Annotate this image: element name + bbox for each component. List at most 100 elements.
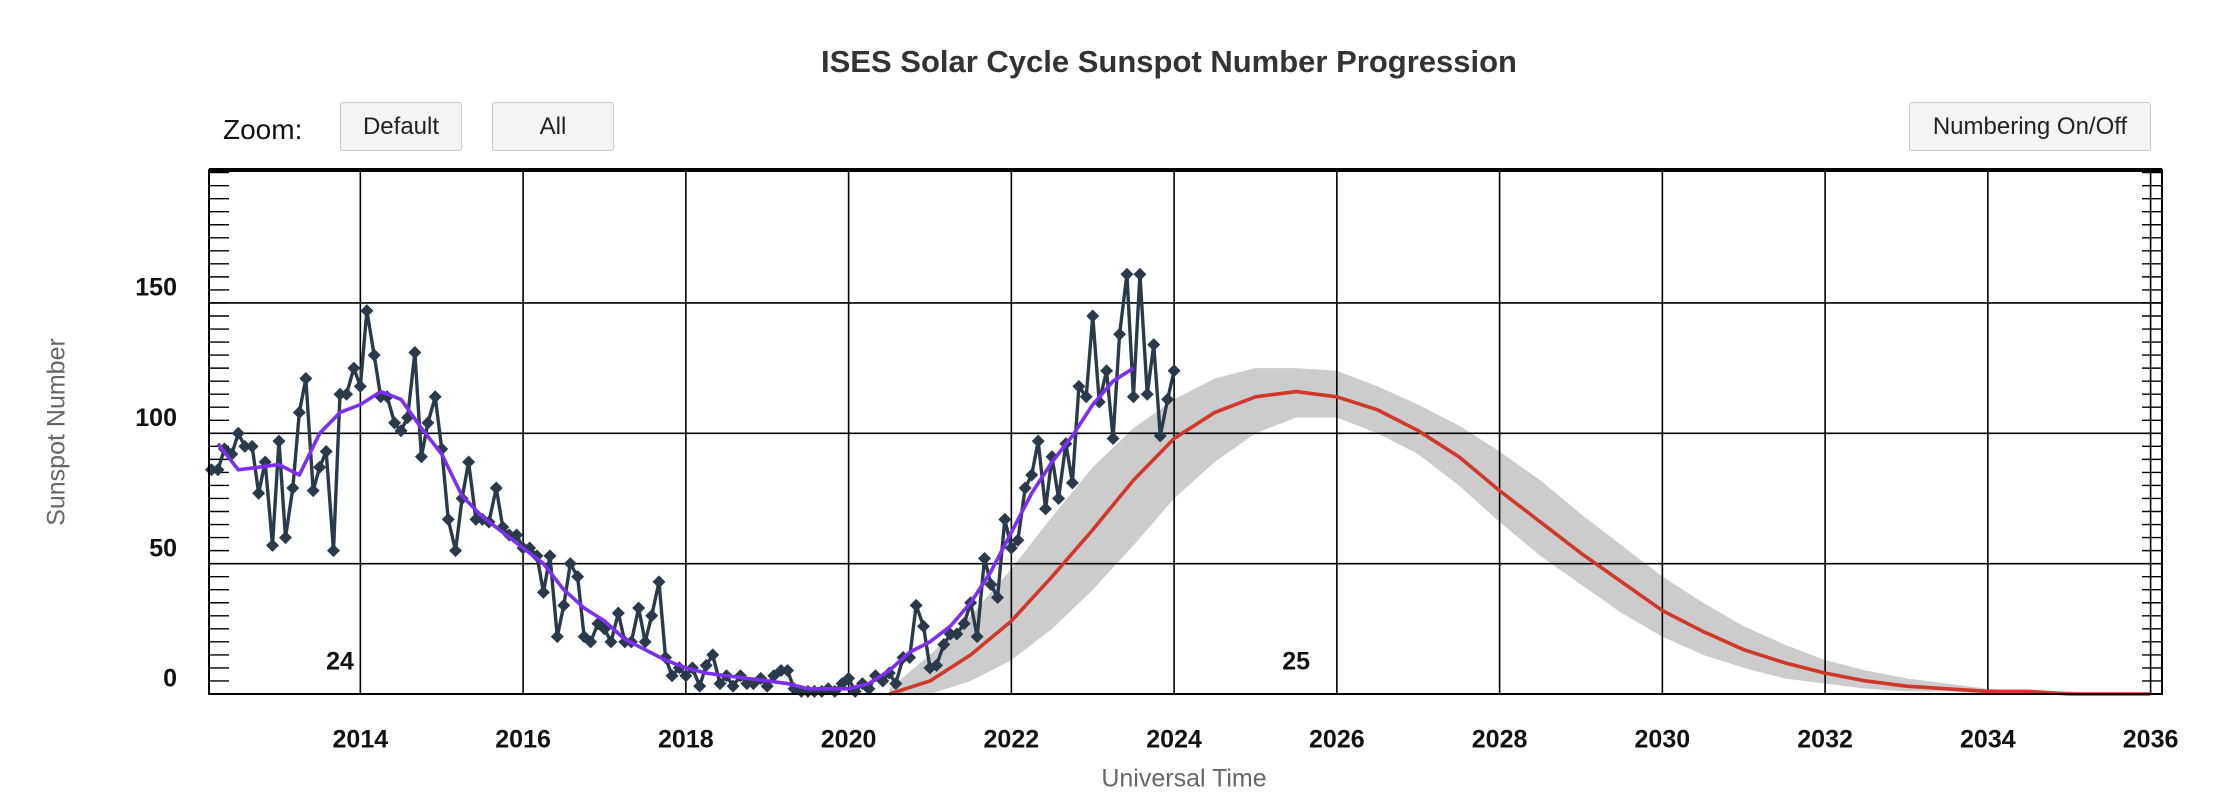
prediction-band xyxy=(889,368,2151,694)
x-tick-label: 2024 xyxy=(1146,726,1202,754)
data-point xyxy=(1079,390,1093,404)
data-point xyxy=(360,304,374,318)
data-point xyxy=(1106,432,1120,446)
data-point xyxy=(1100,364,1114,378)
data-point xyxy=(713,677,727,691)
y-axis-title: Sunspot Number xyxy=(43,338,71,526)
x-tick-label: 2032 xyxy=(1797,726,1853,754)
data-point xyxy=(252,486,266,500)
data-point xyxy=(1086,309,1100,323)
data-point xyxy=(292,405,306,419)
x-tick-label: 2036 xyxy=(2123,726,2179,754)
series-line xyxy=(216,366,1135,691)
data-point xyxy=(1052,491,1066,505)
data-point xyxy=(231,426,245,440)
data-point xyxy=(286,481,300,495)
data-point xyxy=(1140,387,1154,401)
zoom-all-button[interactable]: All xyxy=(492,102,614,151)
data-point xyxy=(978,551,992,565)
data-point xyxy=(1153,429,1167,443)
data-point xyxy=(1072,379,1086,393)
data-point xyxy=(408,345,422,359)
data-point xyxy=(909,598,923,612)
data-point xyxy=(937,637,951,651)
data-point xyxy=(333,387,347,401)
data-point xyxy=(462,455,476,469)
data-point xyxy=(340,387,354,401)
data-point xyxy=(469,512,483,526)
data-point xyxy=(543,549,557,563)
numbering-toggle-button[interactable]: Numbering On/Off xyxy=(1909,102,2151,151)
data-point xyxy=(272,434,286,448)
data-point xyxy=(1031,434,1045,448)
zoom-default-button[interactable]: Default xyxy=(340,102,462,151)
data-point xyxy=(306,484,320,498)
data-point xyxy=(916,619,930,633)
x-tick-label: 2014 xyxy=(333,726,389,754)
x-tick-label: 2030 xyxy=(1635,726,1691,754)
data-point xyxy=(652,575,666,589)
data-point xyxy=(550,630,564,644)
data-point xyxy=(557,598,571,612)
x-tick-label: 2026 xyxy=(1309,726,1365,754)
series-line xyxy=(888,389,2151,696)
data-point xyxy=(929,658,943,672)
data-point xyxy=(889,677,903,691)
data-point xyxy=(998,512,1012,526)
data-point xyxy=(1167,364,1181,378)
data-point xyxy=(449,544,463,558)
data-point xyxy=(347,361,361,375)
cycle-label: 24 xyxy=(326,647,354,675)
data-point xyxy=(571,570,585,584)
data-point xyxy=(1018,481,1032,495)
data-point xyxy=(1126,390,1140,404)
chart-title: ISES Solar Cycle Sunspot Number Progress… xyxy=(821,44,1517,79)
y-tick-label: 150 xyxy=(135,274,177,302)
data-point xyxy=(679,669,693,683)
y-tick-label: 0 xyxy=(163,665,177,693)
data-point xyxy=(428,390,442,404)
data-point xyxy=(536,585,550,599)
data-point xyxy=(774,664,788,678)
data-point xyxy=(842,671,856,685)
data-point xyxy=(699,658,713,672)
data-point xyxy=(1065,476,1079,490)
data-point xyxy=(584,635,598,649)
data-point xyxy=(211,463,225,477)
data-point xyxy=(238,439,252,453)
data-point xyxy=(421,416,435,430)
data-point xyxy=(693,679,707,693)
data-point xyxy=(313,460,327,474)
x-tick-label: 2020 xyxy=(821,726,877,754)
data-point xyxy=(414,450,428,464)
data-point xyxy=(1120,267,1134,281)
x-tick-label: 2016 xyxy=(495,726,551,754)
data-point xyxy=(367,348,381,362)
x-tick-label: 2028 xyxy=(1472,726,1528,754)
data-point xyxy=(950,627,964,641)
x-tick-label: 2022 xyxy=(984,726,1040,754)
data-point xyxy=(781,664,795,678)
data-point xyxy=(1133,267,1147,281)
data-point xyxy=(984,578,998,592)
data-point xyxy=(1011,533,1025,547)
data-point xyxy=(265,538,279,552)
data-point xyxy=(1004,541,1018,555)
data-point xyxy=(299,372,313,386)
data-point xyxy=(726,679,740,693)
data-point xyxy=(1025,468,1039,482)
data-point xyxy=(394,424,408,438)
x-tick-label: 2018 xyxy=(658,726,714,754)
data-point xyxy=(706,648,720,662)
data-point xyxy=(1147,338,1161,352)
data-point xyxy=(319,445,333,459)
data-point xyxy=(611,606,625,620)
zoom-label: Zoom: xyxy=(223,114,303,145)
data-point xyxy=(1039,502,1053,516)
data-point xyxy=(665,669,679,683)
y-tick-label: 100 xyxy=(135,404,177,432)
data-point xyxy=(991,591,1005,605)
data-point xyxy=(957,617,971,631)
data-point xyxy=(489,481,503,495)
